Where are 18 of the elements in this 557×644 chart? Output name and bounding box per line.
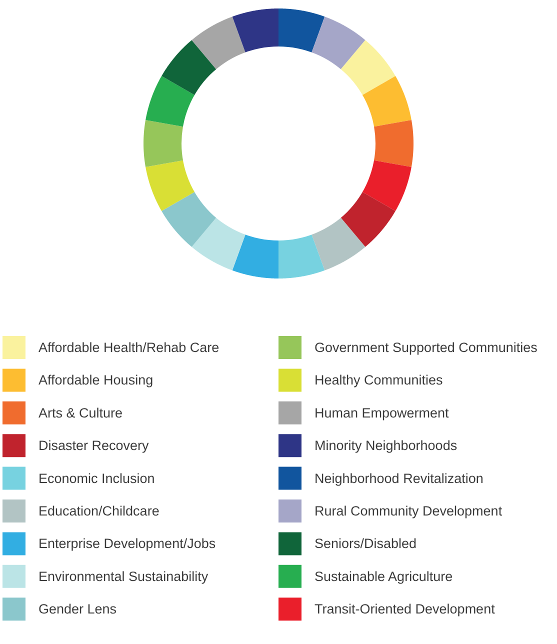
legend-label: Affordable Health/Rehab Care [38, 340, 220, 355]
legend-label: Transit-Oriented Development [314, 602, 496, 617]
legend-label: Minority Neighborhoods [314, 438, 458, 454]
legend-label: Disaster Recovery [38, 438, 150, 454]
legend-label: Economic Inclusion [38, 470, 155, 486]
legend-label: Healthy Communities [314, 372, 444, 388]
legend-label: Human Empowerment [314, 405, 450, 420]
legend-label: Affordable Housing [38, 372, 154, 388]
legend-label: Environmental Sustainability [38, 568, 208, 584]
legend-label: Rural Community Development [314, 504, 502, 518]
legend-label: Arts & Culture [38, 405, 123, 420]
legend-label: Gender Lens [38, 602, 117, 617]
legend-label: Neighborhood Revitalization [314, 470, 484, 486]
legend-label: Government Supported Communities [314, 340, 538, 355]
legend-label: Enterprise Development/Jobs [38, 536, 216, 552]
legend-label: Education/Childcare [38, 504, 160, 518]
legend-label: Sustainable Agriculture [314, 568, 453, 584]
legend-label: Seniors/Disabled [314, 536, 417, 552]
